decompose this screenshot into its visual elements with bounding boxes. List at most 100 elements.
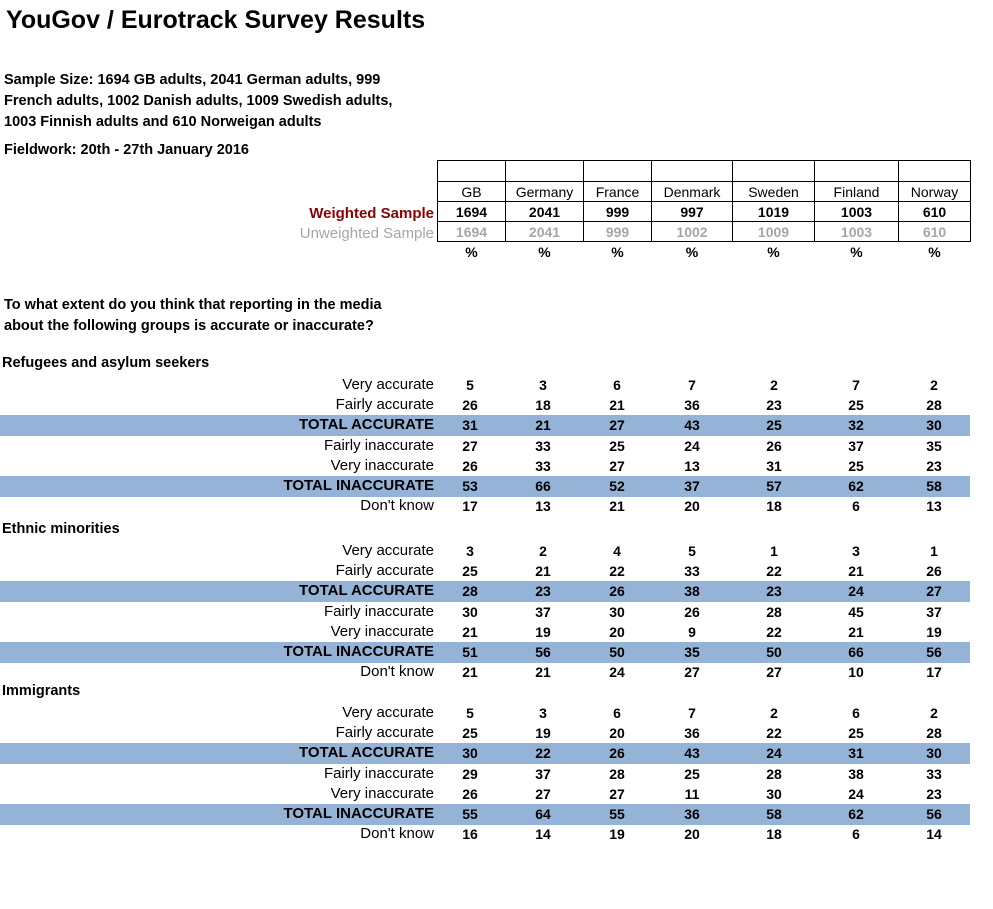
total-row-band	[0, 415, 970, 437]
fieldwork-text: Fieldwork: 20th - 27th January 2016	[4, 142, 249, 158]
cell-value: 64	[535, 806, 551, 822]
percent-sign: %	[850, 243, 863, 260]
cell-value: 25	[848, 397, 864, 414]
cell-value: 36	[684, 397, 700, 414]
cell-value: 52	[609, 478, 625, 494]
cell-value: 66	[848, 644, 864, 660]
row-label: Fairly accurate	[335, 562, 434, 580]
cell-value: 13	[535, 498, 551, 515]
cell-value: 38	[848, 765, 864, 782]
unweighted-value: 999	[583, 221, 652, 242]
cell-value: 35	[684, 644, 700, 660]
row-label: Very accurate	[342, 704, 434, 721]
cell-value: 30	[609, 603, 625, 620]
cell-value: 5	[466, 377, 474, 393]
cell-value: 21	[462, 664, 478, 681]
weighted-sample-row: 1694 2041 999 997 1019 1003 610	[437, 201, 971, 222]
cell-value: 19	[535, 725, 551, 742]
unweighted-sample-label: Unweighted Sample	[299, 225, 434, 242]
row-label: Very accurate	[342, 376, 434, 393]
cell-value: 28	[926, 397, 942, 414]
cell-value: 56	[926, 806, 942, 822]
country-header: GB	[437, 181, 506, 202]
cell-value: 23	[535, 583, 551, 600]
country-header: Denmark	[651, 181, 733, 202]
cell-value: 6	[613, 705, 621, 721]
cell-value: 30	[766, 785, 782, 802]
row-label: Don't know	[360, 663, 434, 681]
cell-value: 20	[684, 498, 700, 515]
cell-value: 19	[926, 623, 942, 640]
weighted-value: 999	[583, 201, 652, 222]
row-label: Fairly inaccurate	[323, 764, 434, 782]
cell-value: 20	[609, 623, 625, 640]
cell-value: 21	[535, 664, 551, 681]
section-title: Ethnic minorities	[2, 521, 120, 537]
sample-line: Sample Size: 1694 GB adults, 2041 German…	[4, 72, 381, 88]
cell-value: 37	[535, 765, 551, 782]
cell-value: 23	[926, 785, 942, 802]
cell-value: 22	[609, 563, 625, 580]
cell-value: 28	[766, 603, 782, 620]
cell-value: 1	[770, 543, 778, 559]
cell-value: 2	[539, 543, 547, 559]
row-label: Fairly accurate	[335, 724, 434, 742]
percent-row: % % % % % % %	[438, 242, 971, 262]
cell-value: 2	[770, 377, 778, 393]
cell-value: 5	[466, 705, 474, 721]
cell-value: 14	[926, 826, 942, 843]
percent-sign: %	[928, 243, 941, 260]
cell-value: 36	[684, 725, 700, 742]
cell-value: 58	[926, 478, 942, 494]
cell-value: 7	[688, 705, 696, 721]
cell-value: 30	[926, 745, 942, 762]
unweighted-value: 1003	[814, 221, 899, 242]
country-header: Finland	[814, 181, 899, 202]
cell-value: 26	[926, 563, 942, 580]
weighted-value: 610	[898, 201, 971, 222]
cell-value: 14	[535, 826, 551, 843]
cell-value: 55	[462, 806, 478, 822]
cell-value: 66	[535, 478, 551, 494]
cell-value: 22	[766, 623, 782, 640]
cell-value: 21	[848, 623, 864, 640]
cell-value: 25	[766, 417, 782, 434]
cell-value: 25	[848, 725, 864, 742]
sample-size-text: Sample Size: 1694 GB adults, 2041 German…	[4, 70, 392, 133]
cell-value: 43	[684, 417, 700, 434]
cell-value: 51	[462, 644, 478, 660]
cell-value: 16	[462, 826, 478, 843]
cell-value: 27	[535, 785, 551, 802]
cell-value: 18	[535, 397, 551, 414]
cell-value: 33	[926, 765, 942, 782]
sample-header-table: GB Germany France Denmark Sweden Finland…	[437, 160, 971, 261]
country-header: Sweden	[732, 181, 815, 202]
cell-value: 36	[684, 806, 700, 822]
cell-value: 27	[462, 437, 478, 454]
row-label: Don't know	[360, 497, 434, 515]
cell-value: 4	[613, 543, 621, 559]
cell-value: 22	[766, 725, 782, 742]
weighted-value: 2041	[505, 201, 584, 222]
cell-value: 5	[688, 543, 696, 559]
cell-value: 22	[535, 745, 551, 762]
cell-value: 23	[766, 397, 782, 414]
cell-value: 43	[684, 745, 700, 762]
cell-value: 24	[766, 745, 782, 762]
row-label: Fairly accurate	[335, 396, 434, 414]
cell-value: 23	[766, 583, 782, 600]
percent-sign: %	[767, 243, 780, 260]
cell-value: 27	[609, 417, 625, 434]
total-row-band	[0, 804, 970, 825]
cell-value: 55	[609, 806, 625, 822]
total-row-band	[0, 476, 970, 497]
cell-value: 17	[926, 664, 942, 681]
section-title: Immigrants	[2, 683, 81, 699]
cell-value: 11	[684, 785, 700, 802]
cell-value: 31	[462, 417, 478, 434]
question-text: To what extent do you think that reporti…	[4, 295, 382, 337]
cell-value: 19	[609, 826, 625, 843]
cell-value: 24	[848, 785, 864, 802]
cell-value: 25	[462, 725, 478, 742]
cell-value: 18	[766, 498, 782, 515]
